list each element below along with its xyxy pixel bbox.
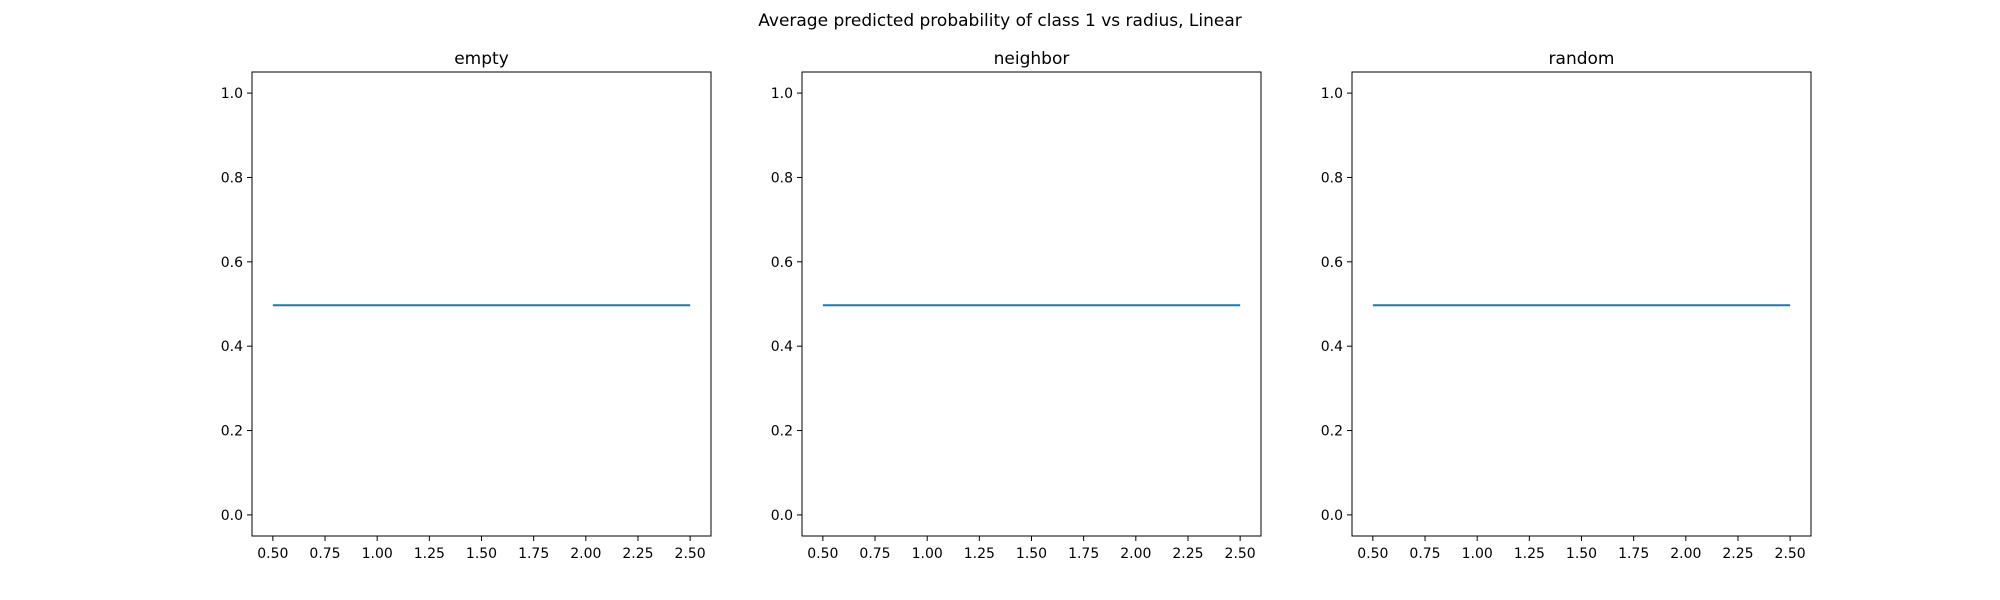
subplot-title: random xyxy=(1549,49,1615,69)
y-tick-label: 0.0 xyxy=(221,508,243,524)
y-tick-label: 0.2 xyxy=(1321,424,1343,440)
x-tick-label: 0.75 xyxy=(859,546,890,562)
x-tick-label: 2.00 xyxy=(1670,546,1701,562)
x-tick-label: 1.00 xyxy=(1462,546,1493,562)
x-tick-label: 2.00 xyxy=(1120,546,1151,562)
y-tick-label: 0.4 xyxy=(771,339,793,355)
subplot-random: random 0.50 0.75 1.00 1.25 1.50 1.75 2.00 2.25 2.… xyxy=(1321,49,1812,562)
x-tick-label: 0.50 xyxy=(1357,546,1388,562)
y-tick-label: 0.4 xyxy=(1321,339,1343,355)
x-tick-label: 2.50 xyxy=(675,546,706,562)
x-tick-label: 2.50 xyxy=(1225,546,1256,562)
y-tick-label: 1.0 xyxy=(771,86,793,102)
x-tick-label: 0.50 xyxy=(257,546,288,562)
x-tick-label: 1.75 xyxy=(518,546,549,562)
y-tick-label: 1.0 xyxy=(1321,86,1343,102)
axes-frame xyxy=(251,71,712,537)
x-tick-label: 2.25 xyxy=(1172,546,1203,562)
x-tick-label: 2.25 xyxy=(1722,546,1753,562)
figure-suptitle: Average predicted probability of class 1… xyxy=(758,11,1242,31)
x-tick-label: 0.75 xyxy=(1409,546,1440,562)
x-tick-label: 0.50 xyxy=(807,546,838,562)
x-tick-label: 1.00 xyxy=(912,546,943,562)
x-tick-label: 1.50 xyxy=(466,546,497,562)
y-tick-label: 0.8 xyxy=(1321,170,1343,186)
x-tick-label: 1.00 xyxy=(362,546,393,562)
x-tick-label: 1.75 xyxy=(1068,546,1099,562)
subplot-title: empty xyxy=(454,49,509,69)
x-tick-label: 1.25 xyxy=(1514,546,1545,562)
x-tick-label: 1.25 xyxy=(414,546,445,562)
subplots: empty 0.50 0.75 1.00 1.25 1.50 1.75 2.00 2.25 2.5… xyxy=(221,49,1812,562)
x-tick-label: 1.50 xyxy=(1566,546,1597,562)
y-tick-label: 0.4 xyxy=(221,339,243,355)
subplot-empty: empty 0.50 0.75 1.00 1.25 1.50 1.75 2.00 2.25 2.5… xyxy=(221,49,712,562)
y-tick-label: 0.8 xyxy=(771,170,793,186)
x-tick-label: 2.00 xyxy=(570,546,601,562)
x-tick-label: 2.25 xyxy=(622,546,653,562)
y-tick-label: 0.8 xyxy=(221,170,243,186)
y-tick-label: 0.0 xyxy=(771,508,793,524)
x-tick-label: 0.75 xyxy=(309,546,340,562)
x-tick-label: 2.50 xyxy=(1775,546,1806,562)
y-tick-label: 0.6 xyxy=(1321,255,1343,271)
subplot-title: neighbor xyxy=(994,49,1070,69)
y-tick-label: 1.0 xyxy=(221,86,243,102)
y-tick-label: 0.2 xyxy=(221,424,243,440)
x-tick-label: 1.50 xyxy=(1016,546,1047,562)
axes-frame xyxy=(1351,71,1812,537)
x-tick-label: 1.75 xyxy=(1618,546,1649,562)
y-tick-label: 0.6 xyxy=(221,255,243,271)
y-tick-label: 0.0 xyxy=(1321,508,1343,524)
x-tick-label: 1.25 xyxy=(964,546,995,562)
y-tick-label: 0.2 xyxy=(771,424,793,440)
y-tick-label: 0.6 xyxy=(771,255,793,271)
axes-frame xyxy=(801,71,1262,537)
subplot-neighbor: neighbor 0.50 0.75 1.00 1.25 1.50 1.75 2.00 2.25… xyxy=(771,49,1262,562)
